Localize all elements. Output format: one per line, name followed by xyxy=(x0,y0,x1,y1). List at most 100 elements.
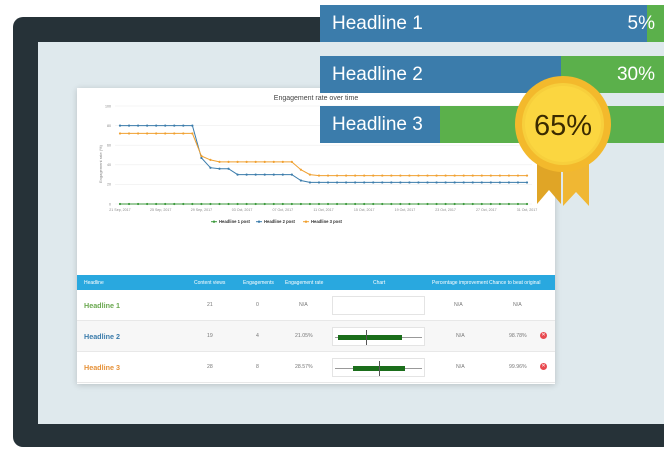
legend-item[interactable]: Headline 2 post xyxy=(264,219,296,224)
data-point[interactable] xyxy=(363,202,366,206)
data-point[interactable] xyxy=(525,202,529,206)
data-point[interactable] xyxy=(363,174,366,177)
data-point[interactable] xyxy=(191,132,194,135)
data-point[interactable] xyxy=(227,202,230,206)
data-point[interactable] xyxy=(118,132,122,135)
data-point[interactable] xyxy=(335,202,339,206)
data-point[interactable] xyxy=(417,202,420,206)
data-point[interactable] xyxy=(426,174,429,177)
data-point[interactable] xyxy=(426,202,429,206)
data-point[interactable] xyxy=(326,174,330,177)
data-point[interactable] xyxy=(299,179,302,182)
data-point[interactable] xyxy=(245,173,248,176)
data-point[interactable] xyxy=(435,174,438,177)
data-point[interactable] xyxy=(136,202,140,206)
data-point[interactable] xyxy=(146,202,149,206)
data-point[interactable] xyxy=(146,132,149,135)
data-point[interactable] xyxy=(272,173,275,176)
data-point[interactable] xyxy=(182,132,185,135)
data-point[interactable] xyxy=(345,202,348,206)
data-point[interactable] xyxy=(136,124,140,127)
data-point[interactable] xyxy=(453,181,456,184)
data-point[interactable] xyxy=(263,202,266,206)
data-point[interactable] xyxy=(480,181,483,184)
data-point[interactable] xyxy=(498,202,501,206)
data-point[interactable] xyxy=(173,124,176,127)
data-point[interactable] xyxy=(281,160,284,163)
data-point[interactable] xyxy=(462,202,465,206)
data-point[interactable] xyxy=(182,124,185,127)
data-point[interactable] xyxy=(272,160,275,163)
data-point[interactable] xyxy=(381,181,384,184)
data-point[interactable] xyxy=(317,202,321,206)
data-point[interactable] xyxy=(462,174,465,177)
data-point[interactable] xyxy=(164,124,167,127)
row-headline-name[interactable]: Headline 3 xyxy=(84,363,120,372)
data-point[interactable] xyxy=(444,181,447,184)
data-point[interactable] xyxy=(326,181,330,184)
table-row[interactable]: Headline 3 28 8 28.57% N/A 99.96% ✕ xyxy=(77,352,555,383)
data-point[interactable] xyxy=(155,132,158,135)
data-point[interactable] xyxy=(290,160,293,163)
data-point[interactable] xyxy=(525,174,529,177)
data-point[interactable] xyxy=(146,124,149,127)
data-point[interactable] xyxy=(155,202,158,206)
data-point[interactable] xyxy=(372,181,375,184)
table-row[interactable]: Headline 1 21 0 N/A N/A N/A xyxy=(77,290,555,321)
data-point[interactable] xyxy=(390,181,393,184)
data-point[interactable] xyxy=(417,181,420,184)
data-point[interactable] xyxy=(218,160,221,163)
data-point[interactable] xyxy=(417,174,420,177)
data-point[interactable] xyxy=(227,167,230,170)
data-point[interactable] xyxy=(263,173,266,176)
data-point[interactable] xyxy=(408,202,411,206)
data-point[interactable] xyxy=(127,132,131,135)
data-point[interactable] xyxy=(254,173,257,176)
data-point[interactable] xyxy=(118,124,122,127)
data-point[interactable] xyxy=(516,202,520,206)
data-point[interactable] xyxy=(191,202,194,206)
data-point[interactable] xyxy=(209,166,212,169)
data-point[interactable] xyxy=(489,174,492,177)
data-point[interactable] xyxy=(173,202,176,206)
data-point[interactable] xyxy=(444,202,447,206)
data-point[interactable] xyxy=(453,174,456,177)
data-point[interactable] xyxy=(435,202,438,206)
data-point[interactable] xyxy=(444,174,447,177)
data-point[interactable] xyxy=(354,174,357,177)
data-point[interactable] xyxy=(200,156,203,160)
data-point[interactable] xyxy=(335,181,339,184)
data-point[interactable] xyxy=(525,181,529,184)
data-point[interactable] xyxy=(471,174,474,177)
data-point[interactable] xyxy=(245,160,248,163)
data-point[interactable] xyxy=(254,202,257,206)
data-point[interactable] xyxy=(164,132,167,135)
data-point[interactable] xyxy=(308,202,312,206)
data-point[interactable] xyxy=(164,202,167,206)
data-point[interactable] xyxy=(209,202,212,206)
data-point[interactable] xyxy=(290,173,293,176)
data-point[interactable] xyxy=(272,202,275,206)
data-point[interactable] xyxy=(118,202,122,206)
data-point[interactable] xyxy=(127,124,131,127)
data-point[interactable] xyxy=(218,202,221,206)
remove-headline-icon[interactable]: ✕ xyxy=(540,332,547,339)
data-point[interactable] xyxy=(471,202,474,206)
data-point[interactable] xyxy=(281,202,284,206)
data-point[interactable] xyxy=(191,124,194,127)
data-point[interactable] xyxy=(426,181,429,184)
legend-item[interactable]: Headline 3 post xyxy=(311,219,343,224)
data-point[interactable] xyxy=(335,174,339,177)
data-point[interactable] xyxy=(372,174,375,177)
data-point[interactable] xyxy=(381,202,384,206)
row-headline-name[interactable]: Headline 2 xyxy=(84,332,120,341)
data-point[interactable] xyxy=(516,181,520,184)
data-point[interactable] xyxy=(399,174,402,177)
data-point[interactable] xyxy=(218,167,221,170)
data-point[interactable] xyxy=(236,160,239,163)
data-point[interactable] xyxy=(381,174,384,177)
data-point[interactable] xyxy=(308,173,312,176)
data-point[interactable] xyxy=(390,202,393,206)
data-point[interactable] xyxy=(200,202,203,206)
data-point[interactable] xyxy=(254,160,257,163)
